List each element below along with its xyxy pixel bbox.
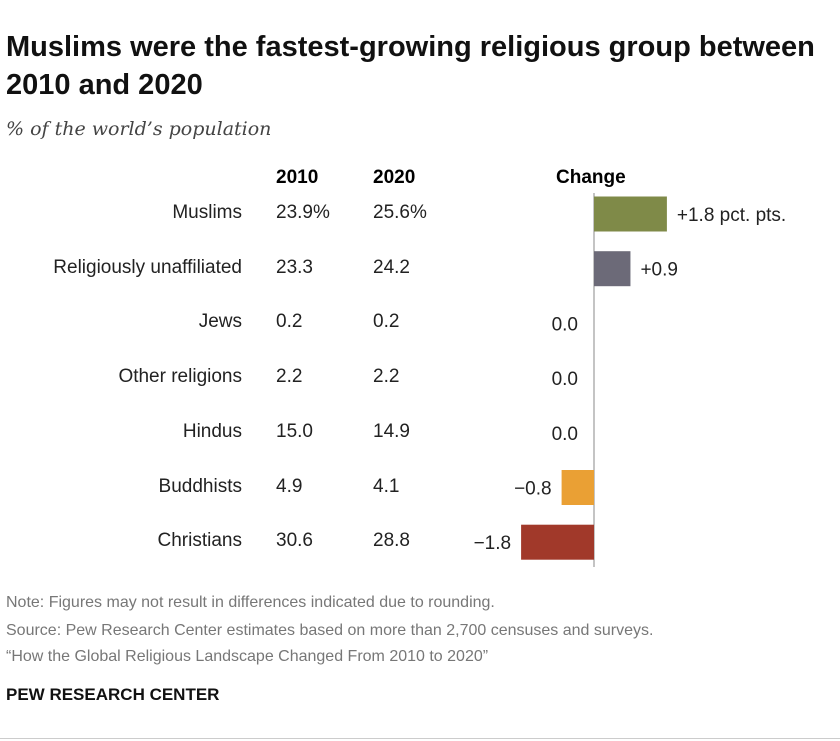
value-2010: 15.0 [276, 420, 313, 442]
chart-subtitle: % of the world’s population [6, 118, 272, 140]
column-header-change: Change [556, 167, 626, 188]
value-2010: 30.6 [276, 530, 313, 552]
chart-title: Muslims were the fastest-growing religio… [6, 31, 815, 101]
category-label: Muslims [172, 202, 242, 223]
value-2020: 14.9 [373, 420, 410, 442]
value-2020: 28.8 [373, 530, 410, 552]
change-bar [521, 524, 594, 560]
column-header-2010: 2010 [276, 167, 319, 188]
change-label: +0.9 [640, 260, 678, 281]
value-2020: 25.6% [373, 202, 427, 223]
category-label: Other religions [118, 366, 242, 388]
value-2010: 2.2 [276, 366, 303, 388]
value-2010: 23.3 [276, 256, 313, 278]
change-label: 0.0 [552, 314, 578, 335]
category-label: Christians [157, 530, 242, 552]
change-label: 0.0 [552, 424, 578, 445]
value-2020: 4.1 [373, 475, 400, 497]
value-2020: 2.2 [373, 366, 400, 388]
category-label: Religiously unaffiliated [53, 256, 242, 278]
value-2010: 23.9% [276, 202, 330, 223]
change-bar [594, 196, 667, 232]
change-bar [561, 470, 594, 505]
change-label: −0.8 [514, 479, 552, 500]
footer-report: “How the Global Religious Landscape Chan… [6, 648, 489, 665]
change-label: +1.8 pct. pts. [677, 205, 786, 226]
value-2020: 0.2 [373, 311, 400, 333]
column-header-2020: 2020 [373, 167, 416, 188]
bottom-divider [0, 738, 840, 739]
brand-logo-text: PEW RESEARCH CENTER [6, 685, 220, 704]
value-2010: 4.9 [276, 475, 303, 497]
category-label: Jews [198, 311, 242, 333]
value-2020: 24.2 [373, 256, 410, 278]
category-label: Buddhists [158, 475, 242, 497]
change-label: −1.8 [474, 533, 512, 554]
category-label: Hindus [182, 420, 242, 442]
footer-source: Source: Pew Research Center estimates ba… [6, 622, 654, 639]
change-bar [594, 251, 631, 287]
footer-note: Note: Figures may not result in differen… [6, 594, 495, 611]
value-2010: 0.2 [276, 311, 303, 333]
change-label: 0.0 [552, 369, 578, 390]
